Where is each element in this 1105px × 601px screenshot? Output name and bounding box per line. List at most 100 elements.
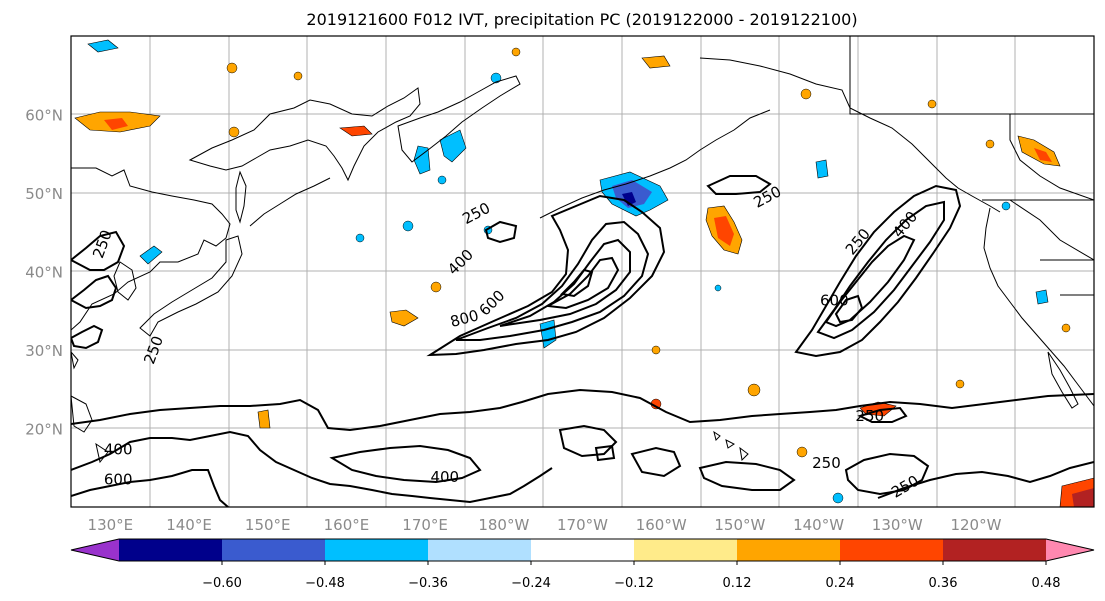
colorbar [70, 538, 1095, 562]
colorbar-segment [325, 539, 429, 561]
precip-negative-max [622, 192, 636, 206]
longitude-label: 170°E [402, 516, 448, 534]
colorbar-tick-label: −0.24 [511, 576, 551, 591]
latitude-label: 20°N [25, 421, 63, 439]
colorbar-segment [428, 539, 532, 561]
latitude-label: 30°N [25, 342, 63, 360]
precip-dot [437, 175, 447, 185]
precip-positive-pacific-3 [257, 409, 271, 429]
precip-positive-okhotsk [339, 125, 373, 137]
ivt-contour [558, 424, 618, 458]
colorbar-extend-low [71, 539, 119, 561]
latitude-label: 60°N [25, 107, 63, 125]
precip-dot [226, 62, 238, 74]
ivt-contour [857, 406, 908, 423]
precip-positive-strong [714, 216, 734, 246]
ivt-contour [499, 238, 631, 327]
colorbar-extend-high [1046, 539, 1094, 561]
longitude-label: 130°W [872, 516, 923, 534]
ivt-contour-label: 400 [104, 441, 133, 459]
precip-dot [714, 284, 722, 292]
precip-dot [1061, 323, 1071, 333]
precip-negative-west [87, 39, 119, 53]
precip-dot [511, 47, 521, 57]
precip-positive-west-core [104, 118, 128, 130]
ivt-contour-label: 250 [855, 407, 884, 425]
ivt-contour [630, 446, 682, 478]
ivt-contour [71, 430, 553, 504]
colorbar-segment [119, 539, 223, 561]
longitude-label: 180°W [478, 516, 529, 534]
ivt-contour [329, 444, 482, 484]
precip-dot [796, 446, 808, 458]
precip-dot [402, 220, 414, 232]
longitude-label: 170°W [557, 516, 608, 534]
precip-dot [355, 233, 365, 243]
precip-negative-bc [815, 159, 829, 179]
colorbar-segment [634, 539, 738, 561]
colorbar-tick-label: −0.36 [408, 576, 448, 591]
colorbar-segment [222, 539, 326, 561]
ivt-contour [706, 175, 772, 195]
coastline-asia [71, 167, 231, 331]
ivt-contour [71, 230, 126, 271]
precip-dot [800, 88, 812, 100]
precip-negative-bering-2 [413, 145, 431, 175]
coastline-siberia [188, 87, 421, 182]
coastline-alaska [699, 57, 1001, 213]
ivt-contour-label: 600 [820, 292, 849, 310]
coastline-kamchatka [397, 75, 521, 163]
latitude-label: 40°N [25, 264, 63, 282]
ivt-contour-label: 600 [104, 471, 133, 489]
coastline-japan [139, 235, 243, 337]
precip-dot [747, 383, 761, 397]
coastline-baja [1047, 351, 1079, 409]
longitude-label: 120°W [950, 516, 1001, 534]
coastlines [71, 36, 1094, 464]
colorbar-segment [737, 539, 841, 561]
longitude-label: 160°W [636, 516, 687, 534]
precipitation-shading [74, 39, 1094, 507]
ivt-contour [455, 220, 650, 341]
precip-dot [293, 71, 303, 81]
longitude-label: 140°W [793, 516, 844, 534]
precip-dot [1001, 201, 1011, 211]
longitude-label: 150°E [245, 516, 291, 534]
colorbar-tick-label: 0.36 [929, 576, 958, 591]
precip-dot [955, 379, 965, 389]
colorbar-tick-label: 0.24 [826, 576, 855, 591]
precip-dot [927, 99, 937, 109]
precip-positive-pacific [389, 309, 419, 327]
coastline-hawaii [713, 430, 749, 462]
ivt-contour [816, 200, 945, 340]
coastline-kuril [249, 177, 331, 227]
colorbar-segment [531, 539, 635, 561]
ivt-contour-label: 400 [430, 468, 459, 486]
longitude-label: 150°W [714, 516, 765, 534]
precip-positive-se-core [1072, 488, 1094, 507]
ivt-contour [71, 274, 118, 310]
precip-positive-alaska [641, 55, 671, 69]
coastline-na-west [983, 207, 1094, 407]
colorbar-segment [840, 539, 944, 561]
precip-negative-bering [439, 129, 467, 163]
colorbar-tick-label: −0.48 [305, 576, 345, 591]
colorbar-ticks: −0.60 −0.48 −0.36 −0.24 −0.12 0.12 0.24 0.36 0.4… [202, 561, 1060, 591]
coastline-aleutians [539, 109, 771, 219]
coastline-sakhalin [235, 170, 247, 224]
map-frame [70, 35, 1095, 508]
colorbar-outline [70, 538, 1095, 562]
ivt-contour [877, 461, 1094, 499]
colorbar-tick-label: −0.12 [614, 576, 654, 591]
ivt-contour [426, 194, 666, 357]
ivt-contour [71, 324, 104, 350]
ivt-contour [844, 452, 930, 496]
longitude-label: 130°E [88, 516, 134, 534]
precip-dot [985, 139, 995, 149]
precip-positive-ne-core [1034, 148, 1052, 162]
ivt-contour [71, 388, 1094, 432]
precip-dot [651, 345, 661, 355]
latitude-label: 50°N [25, 185, 63, 203]
